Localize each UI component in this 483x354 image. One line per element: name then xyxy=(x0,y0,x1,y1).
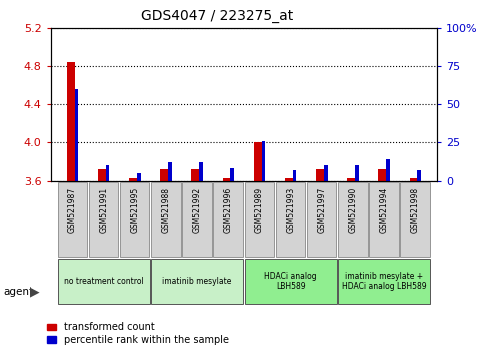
FancyBboxPatch shape xyxy=(57,259,150,303)
Bar xyxy=(98,169,106,181)
Bar xyxy=(285,178,293,181)
FancyBboxPatch shape xyxy=(338,259,430,303)
Bar xyxy=(160,169,168,181)
Bar xyxy=(106,165,110,181)
Bar xyxy=(378,169,386,181)
FancyBboxPatch shape xyxy=(307,182,337,257)
FancyBboxPatch shape xyxy=(213,182,243,257)
Bar xyxy=(191,169,199,181)
FancyBboxPatch shape xyxy=(151,182,181,257)
Text: GSM521993: GSM521993 xyxy=(286,187,295,233)
FancyBboxPatch shape xyxy=(182,182,212,257)
Bar xyxy=(199,162,203,181)
FancyBboxPatch shape xyxy=(369,182,399,257)
FancyBboxPatch shape xyxy=(120,182,150,257)
Bar xyxy=(67,62,74,181)
Bar xyxy=(316,169,324,181)
Bar xyxy=(223,178,230,181)
Text: GSM521989: GSM521989 xyxy=(255,187,264,233)
Text: GSM521994: GSM521994 xyxy=(380,187,389,233)
Bar xyxy=(254,143,261,181)
Bar xyxy=(137,173,141,181)
Bar xyxy=(168,162,172,181)
FancyBboxPatch shape xyxy=(244,259,337,303)
Text: GSM521988: GSM521988 xyxy=(161,187,170,233)
FancyBboxPatch shape xyxy=(276,182,305,257)
Text: GSM521997: GSM521997 xyxy=(317,187,327,233)
Text: imatinib mesylate +
HDACi analog LBH589: imatinib mesylate + HDACi analog LBH589 xyxy=(342,272,426,291)
Text: no treatment control: no treatment control xyxy=(64,277,143,286)
Bar xyxy=(129,178,137,181)
Bar xyxy=(410,178,417,181)
Text: GSM521987: GSM521987 xyxy=(68,187,77,233)
Text: HDACi analog
LBH589: HDACi analog LBH589 xyxy=(264,272,317,291)
Bar xyxy=(417,170,421,181)
Bar xyxy=(355,165,359,181)
FancyBboxPatch shape xyxy=(89,182,118,257)
FancyBboxPatch shape xyxy=(244,182,274,257)
Bar xyxy=(324,165,327,181)
FancyBboxPatch shape xyxy=(151,259,243,303)
Text: agent: agent xyxy=(4,287,34,297)
Text: GSM521992: GSM521992 xyxy=(193,187,202,233)
Bar xyxy=(293,170,297,181)
Bar xyxy=(261,141,265,181)
Text: GSM521990: GSM521990 xyxy=(348,187,357,233)
Text: GDS4047 / 223275_at: GDS4047 / 223275_at xyxy=(141,9,294,23)
Bar xyxy=(386,159,390,181)
Text: GSM521998: GSM521998 xyxy=(411,187,420,233)
Text: GSM521991: GSM521991 xyxy=(99,187,108,233)
Bar xyxy=(74,89,78,181)
Text: GSM521995: GSM521995 xyxy=(130,187,140,233)
Legend: transformed count, percentile rank within the sample: transformed count, percentile rank withi… xyxy=(43,319,233,349)
FancyBboxPatch shape xyxy=(400,182,430,257)
Text: GSM521996: GSM521996 xyxy=(224,187,233,233)
Bar xyxy=(347,178,355,181)
Text: ▶: ▶ xyxy=(30,286,40,298)
FancyBboxPatch shape xyxy=(338,182,368,257)
Bar xyxy=(230,169,234,181)
FancyBboxPatch shape xyxy=(57,182,87,257)
Text: imatinib mesylate: imatinib mesylate xyxy=(162,277,232,286)
